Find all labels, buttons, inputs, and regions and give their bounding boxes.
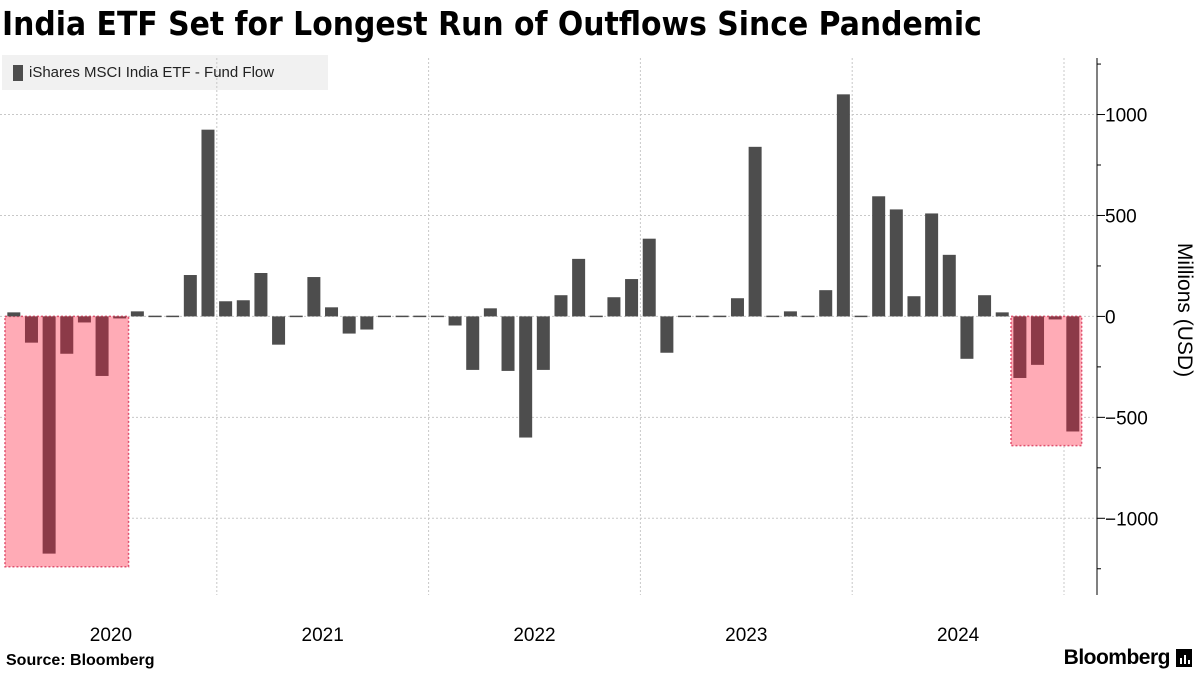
bar — [1031, 316, 1045, 365]
bar — [589, 315, 603, 318]
bar — [678, 315, 692, 318]
bar — [713, 315, 727, 318]
bar — [483, 308, 497, 317]
bar — [448, 316, 462, 326]
bar — [889, 209, 903, 317]
bar — [554, 295, 568, 317]
bar — [978, 295, 992, 317]
bar — [166, 315, 180, 318]
bar — [519, 316, 533, 438]
bar — [95, 316, 109, 376]
bar — [960, 316, 974, 359]
source-note: Source: Bloomberg — [6, 652, 155, 669]
bar — [201, 129, 215, 317]
x-tick-label: 2023 — [725, 625, 767, 646]
y-tick-label: 0 — [1105, 307, 1116, 328]
bar — [42, 316, 56, 554]
bar — [289, 315, 303, 318]
x-tick-label: 2022 — [513, 625, 555, 646]
bar — [748, 146, 762, 317]
bar — [783, 311, 797, 317]
bar — [625, 279, 639, 317]
bar — [395, 315, 409, 318]
y-tick-label: −1000 — [1105, 509, 1158, 530]
bar — [642, 238, 656, 317]
bar — [272, 316, 286, 345]
bar — [801, 315, 815, 318]
bar — [254, 273, 268, 317]
bar — [995, 312, 1009, 317]
chart-legend: iShares MSCI India ETF - Fund Flow — [2, 55, 328, 90]
bar — [360, 316, 374, 330]
bar — [466, 316, 480, 370]
y-tick-label: −500 — [1105, 408, 1148, 429]
bar — [219, 301, 233, 317]
bar — [430, 315, 444, 318]
y-tick-label: 1000 — [1105, 106, 1147, 127]
bar — [377, 315, 391, 318]
bar — [695, 315, 709, 318]
x-tick-label: 2024 — [937, 625, 980, 646]
bar — [872, 196, 886, 317]
x-tick-label: 2021 — [302, 625, 344, 646]
bar — [236, 300, 250, 317]
bar — [1066, 316, 1080, 432]
bar — [7, 312, 21, 317]
bar — [60, 316, 74, 354]
bar — [907, 296, 921, 317]
bar — [501, 316, 515, 371]
legend-swatch — [13, 64, 23, 81]
brand-name: Bloomberg — [1063, 646, 1171, 669]
bar — [607, 297, 621, 317]
bloomberg-terminal-icon — [1176, 649, 1192, 667]
bar — [24, 316, 38, 343]
highlight-region — [4, 315, 130, 568]
bar — [536, 316, 550, 370]
bar — [766, 315, 780, 318]
y-tick-label: 500 — [1105, 206, 1137, 227]
legend-label: iShares MSCI India ETF - Fund Flow — [29, 64, 275, 81]
bar — [942, 254, 956, 317]
bar — [660, 316, 674, 353]
bar — [77, 316, 91, 323]
bar — [1048, 316, 1062, 320]
bar — [925, 213, 939, 317]
bar — [342, 316, 356, 334]
y-axis-title: Millions (USD) — [1173, 243, 1196, 377]
brand-logo: Bloomberg — [1064, 646, 1192, 670]
bar — [183, 275, 197, 317]
bar — [307, 277, 321, 317]
bar — [148, 315, 162, 318]
x-tick-label: 2020 — [90, 625, 132, 646]
bar — [836, 94, 850, 317]
bar — [819, 290, 833, 317]
bar — [325, 307, 339, 317]
bar — [730, 298, 744, 317]
bar — [1013, 316, 1027, 378]
bar — [854, 315, 868, 318]
bar — [413, 315, 427, 318]
bar — [130, 311, 144, 317]
bar — [113, 316, 127, 319]
bar — [572, 258, 586, 317]
chart-title: India ETF Set for Longest Run of Outflow… — [2, 4, 982, 43]
